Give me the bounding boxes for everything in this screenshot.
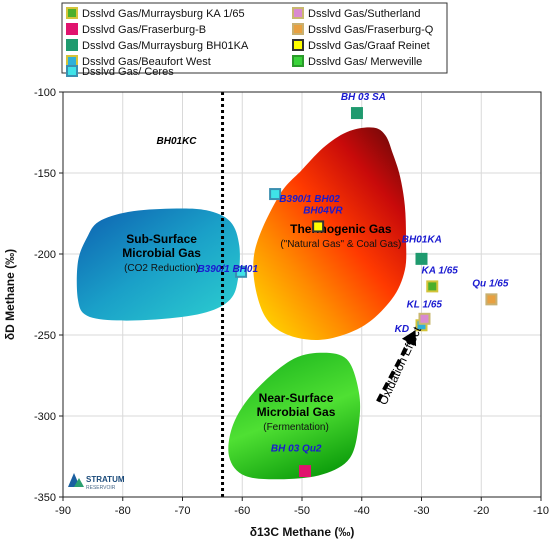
data-point	[269, 188, 282, 201]
data-point	[235, 265, 248, 278]
x-tick-label: -20	[473, 505, 489, 517]
x-tick-label: -30	[414, 505, 430, 517]
legend-marker	[292, 23, 304, 35]
point-label: KD	[395, 324, 409, 335]
axis-labels: δ13C Methane (‰) δD Methane (‰)	[3, 249, 354, 539]
thermogenic-gas-region	[253, 127, 407, 341]
x-tick-label: -80	[115, 505, 131, 517]
legend-label: Dsslvd Gas/Graaf Reinet	[308, 40, 430, 52]
point-label: B390/1 BH01	[197, 264, 258, 275]
data-point	[485, 293, 498, 306]
logo-mark-icon	[74, 478, 84, 487]
point-label: BH01KA	[402, 235, 442, 246]
region-title: Sub-Surface	[126, 232, 197, 246]
axis-ticks: -90 -80 -70 -60 -50 -40 -30 -20 -10 -100 -150 -200 -…	[34, 87, 549, 517]
legend-label: Dsslvd Gas/Murraysburg BH01KA	[82, 40, 249, 52]
y-axis-label: δD Methane (‰)	[3, 249, 17, 340]
legend-label: Dsslvd Gas/ Ceres	[82, 66, 174, 78]
data-point	[312, 220, 325, 233]
legend-marker	[66, 23, 78, 35]
region-title: Microbial Gas	[257, 405, 336, 419]
x-tick-label: -90	[55, 505, 71, 517]
point-label: BH04VR	[303, 206, 343, 217]
legend-label: Dsslvd Gas/ Merweville	[308, 56, 422, 68]
legend-marker	[66, 39, 78, 51]
point-label: B390/1 BH02	[279, 194, 340, 205]
legend-label: Dsslvd Gas/Fraserburg-B	[82, 24, 206, 36]
data-point	[298, 465, 311, 478]
arrow-head	[401, 330, 417, 347]
legend: Dsslvd Gas/Murraysburg KA 1/65 Dsslvd Gas…	[61, 2, 448, 78]
region-subtitle: ("Natural Gas" & Coal Gas)	[280, 239, 401, 250]
x-tick-label: -70	[175, 505, 191, 517]
y-tick-label: -300	[34, 411, 56, 423]
legend-label: Dsslvd Gas/Fraserburg-Q	[308, 24, 434, 36]
x-tick-label: -60	[234, 505, 250, 517]
legend-label: Dsslvd Gas/Sutherland	[308, 8, 421, 20]
point-label: BH 03 Qu2	[271, 444, 322, 455]
x-axis-label: δ13C Methane (‰)	[250, 525, 355, 539]
legend-marker	[66, 7, 78, 19]
region-subtitle: (CO2 Reduction)	[124, 263, 199, 274]
data-point	[350, 107, 363, 120]
data-point	[418, 312, 431, 325]
oxidation-arrow	[376, 330, 417, 403]
region-subtitle: (Fermentation)	[263, 422, 329, 433]
gas-regions: Thermogenic Gas ("Natural Gas" & Coal Gas…	[76, 127, 407, 480]
annotation-label: Oxidation Effect	[376, 324, 425, 407]
y-tick-label: -100	[34, 87, 56, 99]
data-point	[415, 252, 428, 265]
region-title: Microbial Gas	[122, 246, 201, 260]
y-tick-label: -350	[34, 492, 56, 504]
region-title: Thermogenic Gas	[290, 222, 392, 236]
data-points	[235, 107, 498, 478]
y-tick-label: -200	[34, 249, 56, 261]
region-title: Near-Surface	[259, 391, 334, 405]
arrow-shaft	[376, 341, 411, 403]
legend-marker	[66, 65, 78, 77]
annotation-label: BH01KC	[157, 136, 198, 147]
point-label: KL 1/65	[407, 299, 443, 310]
logo-text: STRATUM	[86, 475, 125, 484]
y-tick-label: -250	[34, 330, 56, 342]
legend-label: Dsslvd Gas/Beaufort West	[82, 56, 211, 68]
data-point	[426, 280, 439, 293]
point-label: KA 1/65	[422, 265, 459, 276]
x-tick-label: -40	[354, 505, 370, 517]
near-surface-microbial-gas-region	[228, 352, 361, 480]
legend-marker	[292, 39, 304, 51]
legend-label: Dsslvd Gas/Murraysburg KA 1/65	[82, 8, 245, 20]
legend-marker	[66, 55, 78, 67]
x-tick-label: -10	[533, 505, 549, 517]
legend-box	[61, 2, 448, 74]
x-tick-label: -50	[294, 505, 310, 517]
point-label: Qu 1/65	[472, 278, 509, 289]
point-label: BH 03 SA	[341, 92, 386, 103]
legend-marker	[292, 7, 304, 19]
legend-marker	[292, 55, 304, 67]
y-tick-label: -150	[34, 168, 56, 180]
logo-subtext: RESERVOIR	[86, 485, 116, 491]
sub-surface-microbial-gas-region	[76, 208, 240, 321]
